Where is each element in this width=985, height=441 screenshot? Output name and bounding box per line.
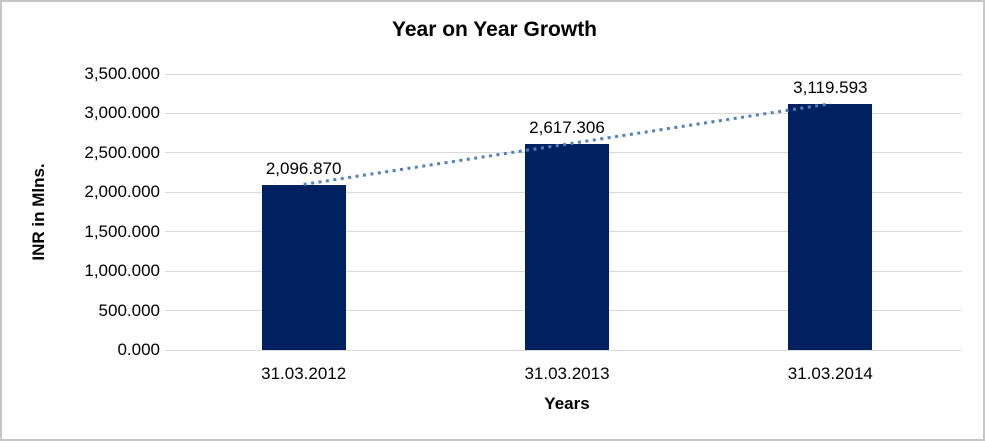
- y-tick-mark: [165, 310, 172, 312]
- y-tick-mark: [165, 270, 172, 272]
- y-tick-label: 3,500.000: [84, 64, 160, 83]
- y-tick-label: 0.000: [117, 340, 160, 359]
- gridline: [172, 349, 962, 351]
- bar-data-label: 3,119.593: [793, 77, 868, 97]
- bar-data-label: 2,096.870: [265, 158, 342, 178]
- y-tick-label: 3,000.000: [84, 103, 160, 123]
- y-tick-label: 2,500.000: [84, 142, 160, 162]
- y-tick-mark: [165, 231, 172, 233]
- bar: [525, 143, 609, 350]
- y-tick-mark: [165, 152, 172, 154]
- gridline: [172, 73, 962, 75]
- x-tick-label: 31.03.2012: [261, 364, 347, 383]
- bar: [261, 184, 346, 350]
- y-tick-label: 1,500.000: [84, 221, 160, 241]
- y-tick-mark: [165, 73, 172, 75]
- y-tick-label: 500.000: [98, 300, 160, 320]
- y-tick-label: 2,000.000: [84, 182, 160, 202]
- bar: [788, 103, 873, 350]
- x-tick-label: 31.03.2014: [787, 364, 873, 383]
- y-tick-mark: [165, 112, 172, 114]
- bar-data-label: 2,617.306: [529, 117, 605, 137]
- chart-title: Year on Year Growth: [391, 18, 598, 41]
- x-axis-title: Years: [544, 394, 590, 413]
- y-tick-label: 1,000.000: [84, 261, 160, 281]
- x-tick-label: 31.03.2013: [524, 364, 610, 383]
- y-tick-mark: [165, 349, 172, 351]
- y-tick-mark: [165, 191, 172, 193]
